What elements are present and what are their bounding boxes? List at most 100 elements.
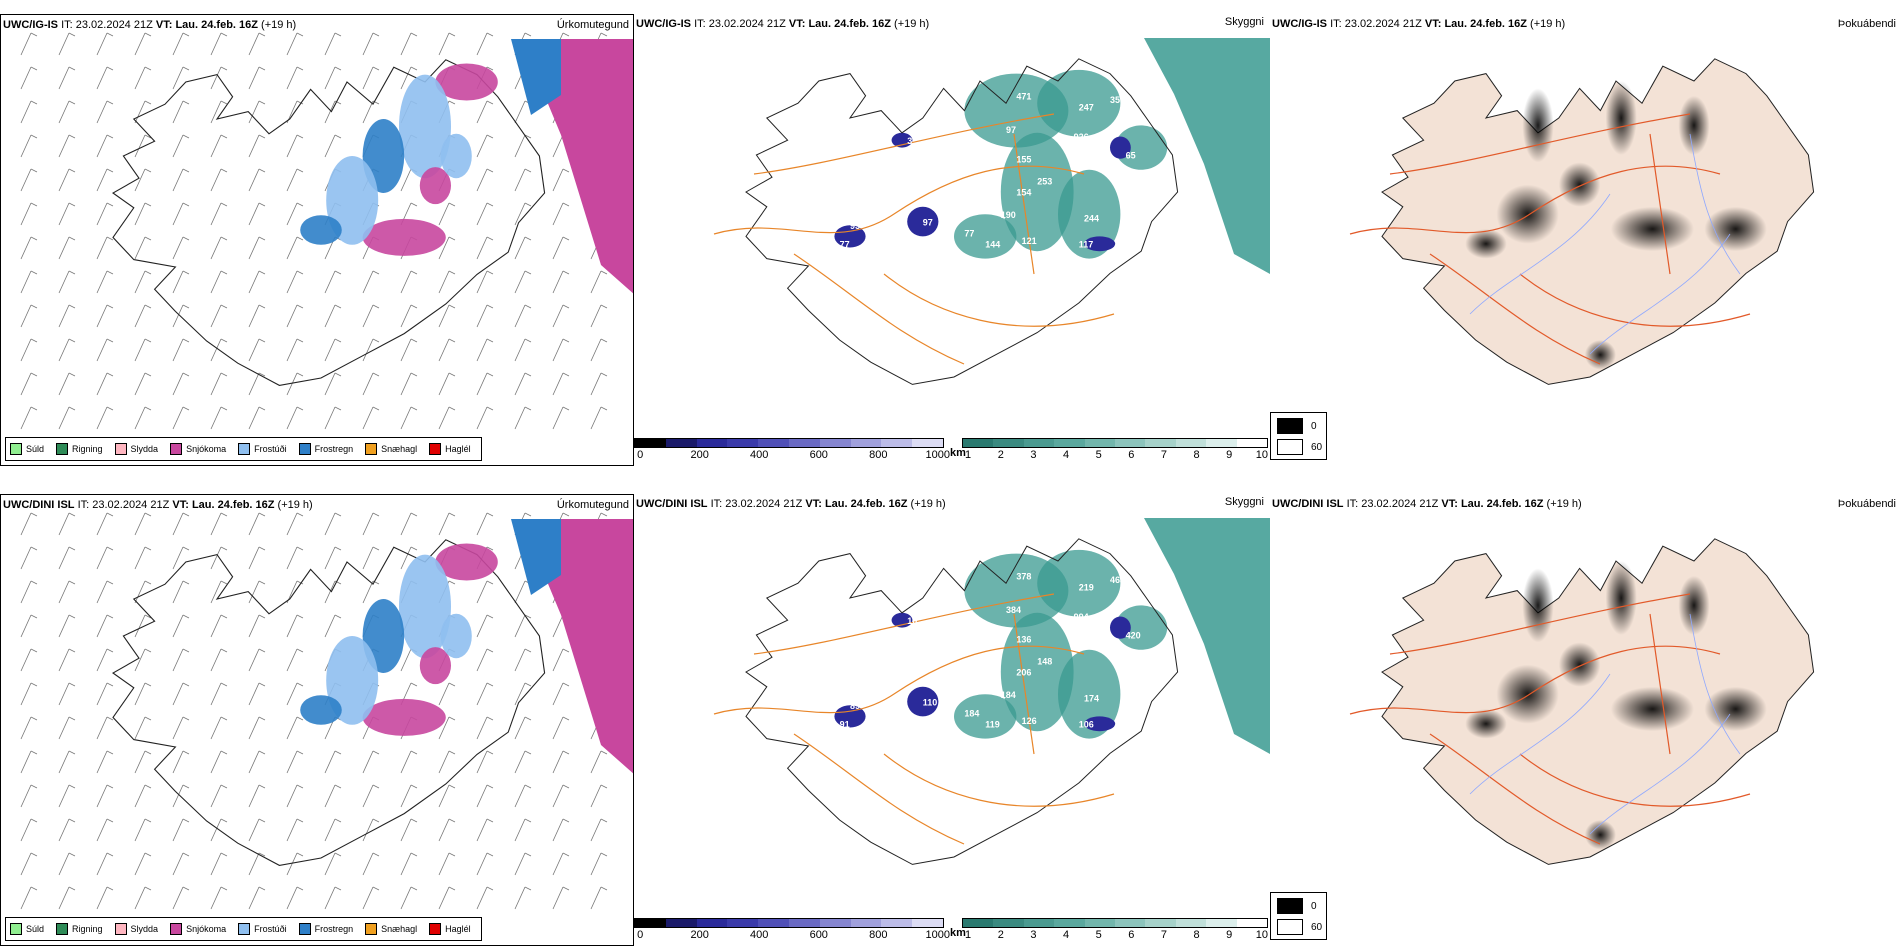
wind-barb-icon [552,304,570,328]
visibility-area [954,214,1017,259]
colorbar-tick: 10 [1255,929,1268,941]
wind-barb-icon [96,784,114,808]
legend-label: Slydda [130,444,159,454]
precip-area [326,636,379,725]
wind-barb-icon [210,614,228,638]
wind-barb-icon [324,818,342,842]
precip-area [419,167,451,205]
wind-barb-icon [590,818,608,842]
wind-barb-icon [20,546,38,570]
cloud-base-label: 357 [1110,95,1125,105]
cloud-base-label: 155 [1016,154,1031,164]
wind-barb-icon [172,304,190,328]
wind-barb-icon [476,682,494,706]
wind-barb-icon [324,372,342,396]
wind-barb-icon [286,406,304,430]
wind-barb-icon [514,614,532,638]
wind-barb-icon [248,614,266,638]
colorbar-tick: 600 [809,929,828,941]
colorbar-tick: 3 [1030,929,1037,941]
cloud-base-label: 420 [1126,631,1141,641]
visibility-area [954,694,1017,739]
wind-barb-icon [590,750,608,774]
wind-barb-icon [438,784,456,808]
wind-barb-icon [58,338,76,362]
wind-barb-icon [248,716,266,740]
legend-label: Haglél [445,924,471,934]
wind-barb-icon [476,134,494,158]
wind-barb-icon [438,512,456,536]
precip-area [362,698,446,736]
wind-barb-icon [362,852,380,876]
wind-barb-icon [96,818,114,842]
wind-barb-icon [58,546,76,570]
road [793,253,965,365]
legend-swatch [365,443,378,455]
wind-barb-icon [210,818,228,842]
wind-barb-icon [324,270,342,294]
cloud-base-label: 463 [1110,575,1125,585]
road [883,753,1115,807]
visibility-panel-2: 378 219 463 384 994 136 148 206 184 174 184 119 126 1… [634,494,1270,946]
wind-barb-icon [286,134,304,158]
wind-barb-icon [514,270,532,294]
wind-barb-icon [362,372,380,396]
wind-barb-icon [362,32,380,56]
wind-barb-icon [248,32,266,56]
wind-barb-icon [590,372,608,396]
fog-area [1678,575,1710,635]
river [1469,193,1611,315]
wind-barb-icon [172,406,190,430]
legend-swatch [429,923,442,935]
wind-barb-icon [400,886,418,910]
wind-barb-icon [552,168,570,192]
road [1349,165,1721,235]
wind-barb-icon [476,648,494,672]
wind-barb-icon [20,134,38,158]
road [1349,645,1721,715]
wind-barb-icon [514,682,532,706]
cloud-base-label: 384 [1006,605,1021,615]
colorbar-tick: 200 [690,929,709,941]
wind-barb-icon [324,546,342,570]
wind-barb-icon [286,546,304,570]
wind-barb-icon [400,406,418,430]
cloud-base-label: 89 [850,701,860,711]
cloud-base-label: 144 [985,240,1000,250]
precip-panel-2: UWC/DINI ISL IT: 23.02.2024 21Z VT: Lau.… [0,494,634,946]
wind-barb-icon [324,580,342,604]
cloud-base-label: 184 [1001,690,1016,700]
wind-barb-icon [362,818,380,842]
colorbar-km: 1 2 3 4 5 6 7 8 9 10 km [950,438,1268,462]
wind-barb-icon [134,32,152,56]
wind-barb-icon [96,512,114,536]
wind-barb-icon [210,66,228,90]
wind-barb-icon [134,270,152,294]
road [1389,113,1691,175]
wind-barb-icon [248,66,266,90]
wind-barb-icon [514,750,532,774]
precip-area [435,543,498,581]
legend-label: Snjókoma [186,924,227,934]
wind-barb-icon [286,304,304,328]
colorbar-tick: 3 [1030,449,1037,461]
wind-barb-icon [286,716,304,740]
wind-barb-icon [210,372,228,396]
road [1429,733,1601,845]
legend-swatch [429,443,442,455]
wind-barb-icon [514,406,532,430]
cloud-base-label: 378 [1016,572,1031,582]
legend-label: Frostúði [254,444,287,454]
wind-barb-icon [58,168,76,192]
visibility-map-1: 471 247 357 97 926 155 253 154 190 244 77 144 121 117… [713,38,1270,385]
wind-barb-icon [248,100,266,124]
fog-area [1522,88,1554,163]
fog-area [1465,229,1507,259]
wind-barb-icon [400,32,418,56]
wind-barb-icon [286,852,304,876]
wind-barb-icon [248,168,266,192]
wind-barb-icon [172,546,190,570]
colorbar-m: 02004006008001000m [634,438,950,462]
panel-title: Úrkomutegund [556,19,629,31]
wind-barb-icon [476,270,494,294]
